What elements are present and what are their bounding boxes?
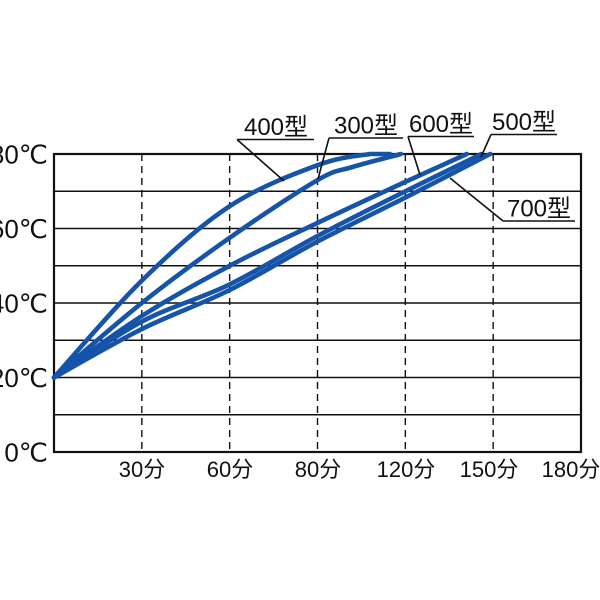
x-tick-label-80: 80分 [295, 457, 341, 482]
x-tick-label-150: 150分 [460, 457, 519, 482]
x-tick-label-180: 180分 [542, 457, 600, 482]
leader-line-400 [236, 138, 285, 182]
y-tick-label-0: 0℃ [4, 438, 48, 468]
leader-line-600 [407, 136, 421, 176]
curve-700 [51, 151, 493, 380]
x-tick-label-60: 60分 [207, 457, 253, 482]
curve-300 [51, 151, 404, 380]
leader-line-500 [480, 134, 492, 158]
curve-600 [51, 151, 470, 380]
axis-tick-labels: 80℃ 60℃ 40℃ 20℃ 0℃ 30分 60分 80分 120分 150分 180分 [0, 140, 600, 483]
series-curves [51, 151, 493, 380]
curve-500 [51, 151, 484, 380]
series-label-700: 700型 [507, 196, 571, 223]
y-tick-label-20: 20℃ [0, 363, 48, 393]
plot-border [52, 152, 583, 454]
y-tick-label-40: 40℃ [0, 289, 48, 319]
y-tick-label-80: 80℃ [0, 140, 48, 170]
leader-line-300 [317, 137, 330, 180]
y-tick-label-60: 60℃ [0, 214, 48, 244]
series-label-400: 400型 [244, 114, 308, 141]
series-callouts: 400型 300型 600型 500型 700型 [236, 109, 575, 223]
series-label-300: 300型 [334, 113, 398, 140]
series-label-500: 500型 [492, 109, 556, 136]
leader-line-700 [449, 177, 504, 222]
series-label-600: 600型 [409, 111, 473, 138]
x-tick-label-30: 30分 [119, 457, 165, 482]
curve-400 [51, 151, 393, 380]
gridlines [52, 152, 583, 454]
x-tick-label-120: 120分 [377, 457, 436, 482]
